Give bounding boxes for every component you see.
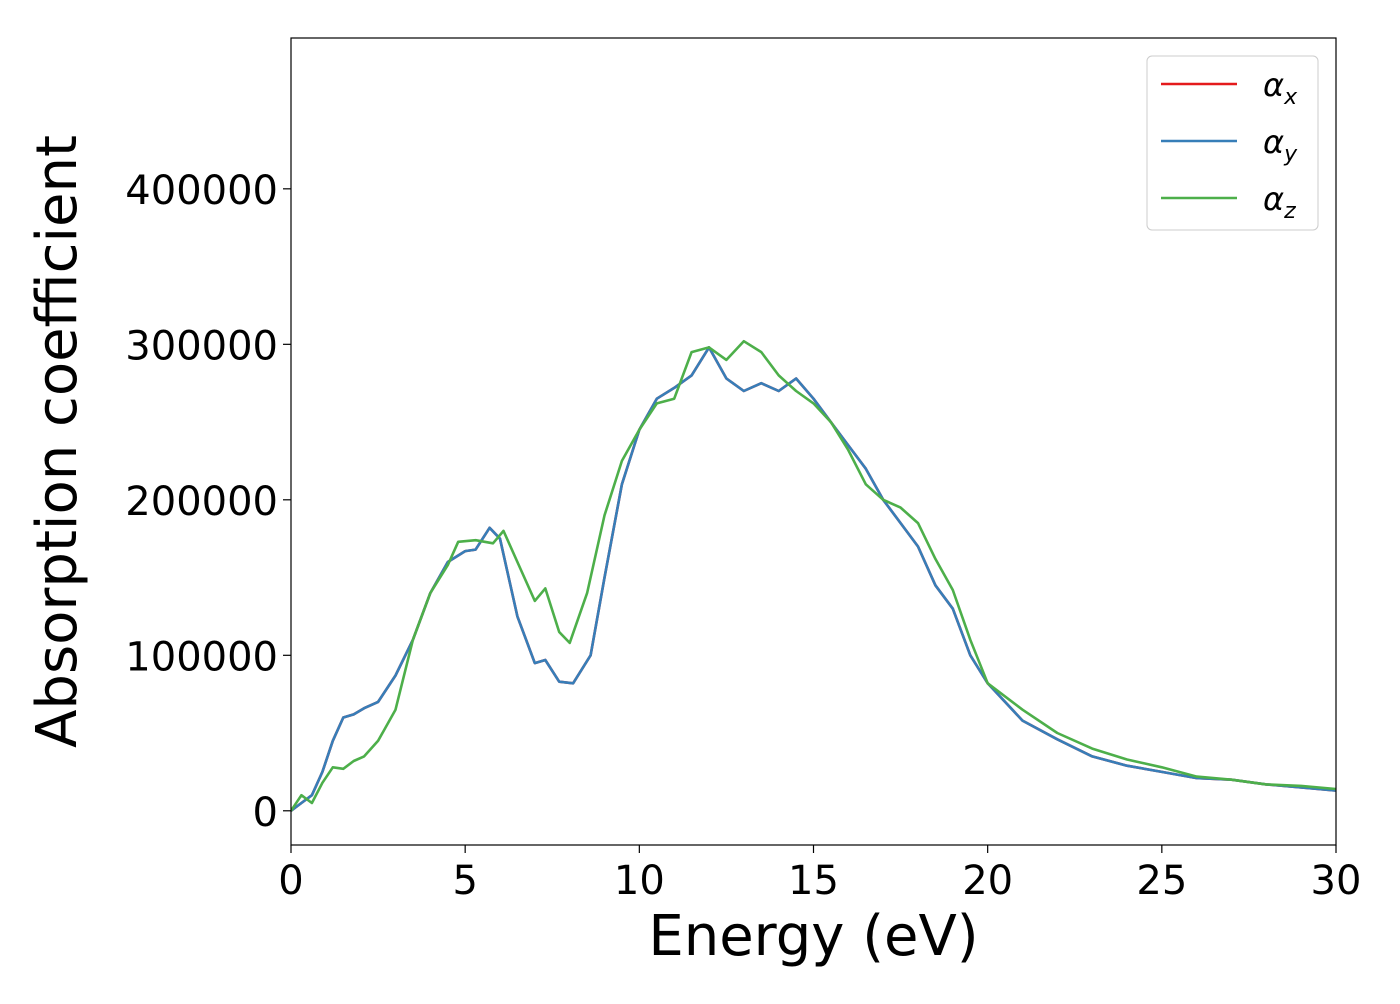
- y-tick-label: 200000: [125, 479, 278, 525]
- x-tick-label: 5: [452, 858, 477, 904]
- x-tick-label: 15: [788, 858, 839, 904]
- legend-box: [1146, 55, 1319, 231]
- x-tick-label: 20: [962, 858, 1013, 904]
- series-layer: [291, 339, 1336, 812]
- y-axis: 0 100000 200000 300000 400000: [125, 168, 291, 836]
- y-axis-label: Absorption coefficient: [25, 135, 90, 748]
- y-tick-label: 300000: [125, 323, 278, 369]
- x-axis: 0 5 10 15 20 25 30: [278, 845, 1361, 904]
- y-tick-label: 400000: [125, 168, 278, 214]
- legend: αx αy αz: [1146, 55, 1319, 231]
- x-tick-label: 0: [278, 858, 303, 904]
- series-line-1: [291, 346, 1336, 812]
- y-tick-label: 0: [253, 790, 278, 836]
- x-tick-label: 25: [1136, 858, 1187, 904]
- y-tick-label: 100000: [125, 634, 278, 680]
- x-tick-label: 30: [1311, 858, 1362, 904]
- legend-label: αx: [1263, 66, 1298, 110]
- legend-label: αy: [1263, 123, 1298, 167]
- x-axis-label: Energy (eV): [648, 904, 978, 969]
- legend-label: αz: [1263, 180, 1296, 224]
- series-line-2: [291, 346, 1336, 812]
- series-line-3: [291, 339, 1336, 812]
- x-tick-label: 10: [614, 858, 665, 904]
